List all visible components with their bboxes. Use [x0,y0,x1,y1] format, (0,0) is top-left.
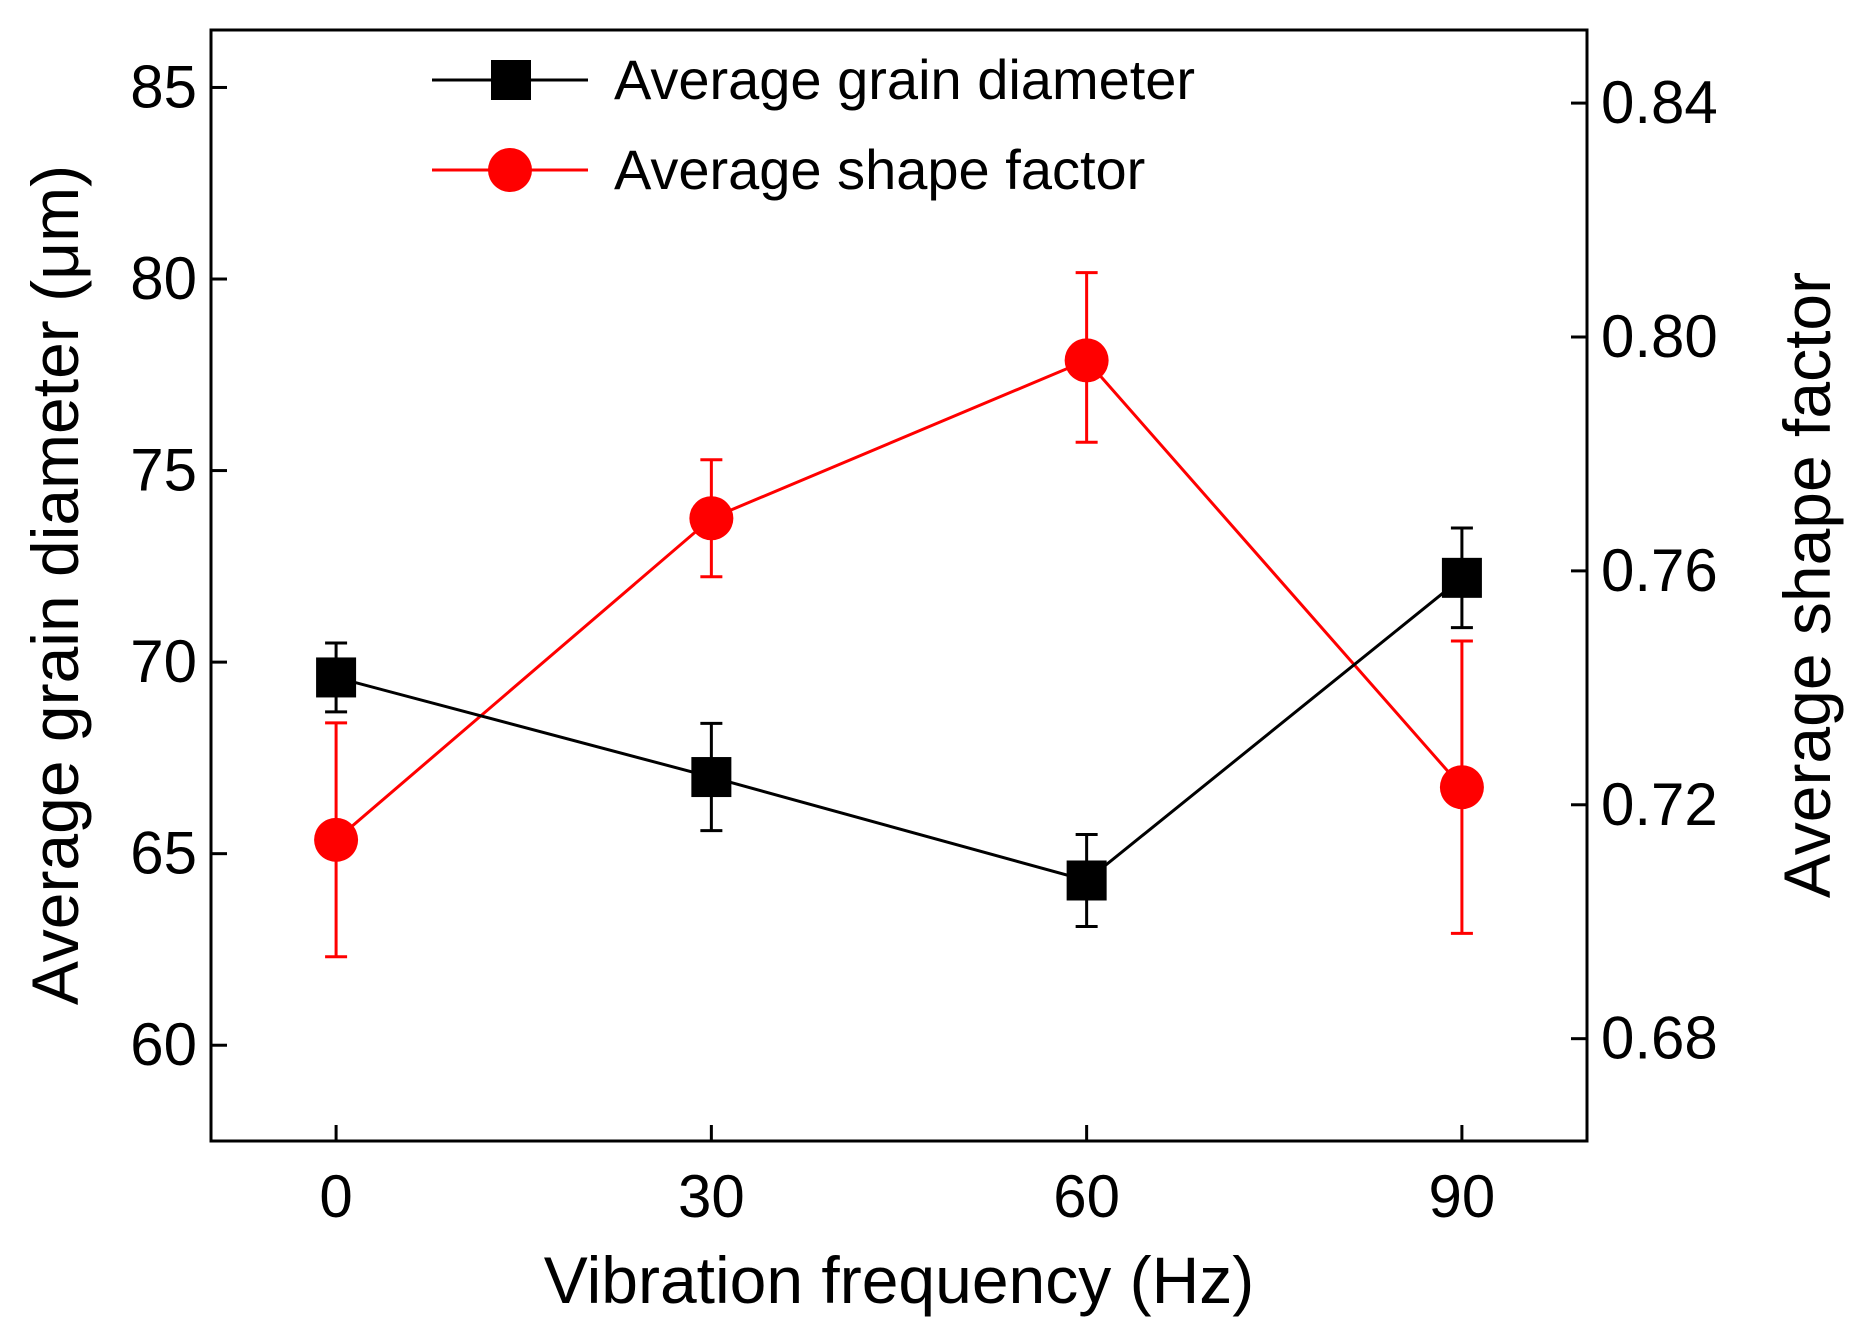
x-tick-label: 90 [1429,1163,1496,1230]
data-point-grain-diameter [691,757,732,798]
legend-marker-square [491,60,531,100]
left-y-tick-label: 80 [130,245,197,312]
x-tick-label: 30 [678,1163,745,1230]
data-point-shape-factor [314,817,359,862]
series-line-grain-diameter [335,576,1463,883]
data-point-grain-diameter [1066,860,1107,901]
axis-layer: 0 30 60 90 60 65 70 75 80 85 0.68 0.72 0.76 0.80 0.84 [130,53,1718,1230]
x-axis-title: Vibration frequency (Hz) [544,1243,1254,1317]
legend: Average grain diameter Average shape fac… [432,48,1195,201]
series-line-shape-factor [335,358,1464,841]
data-point-shape-factor [1439,765,1484,810]
plot-layer [314,271,1484,959]
data-point-grain-diameter [316,657,357,698]
data-point-grain-diameter [1441,557,1482,598]
legend-entry-shape-factor: Average shape factor [432,138,1145,201]
left-y-tick-label: 65 [130,820,197,887]
right-y-axis-title: Average shape factor [1770,272,1844,898]
data-point-shape-factor [1064,338,1109,383]
right-y-tick-label: 0.76 [1601,537,1718,604]
legend-marker-circle [488,148,532,192]
legend-entry-grain-diameter: Average grain diameter [432,48,1195,111]
series-grain-diameter [316,526,1482,928]
right-y-tick-label: 0.84 [1601,69,1718,136]
x-tick-label: 0 [319,1163,352,1230]
left-y-tick-label: 60 [130,1011,197,1078]
left-y-axis-title: Average grain diameter (μm) [18,165,92,1005]
right-y-tick-label: 0.80 [1601,303,1718,370]
left-y-tick-label: 70 [130,628,197,695]
legend-label-shape-factor: Average shape factor [614,138,1145,201]
data-point-shape-factor [689,496,734,541]
x-tick-label: 60 [1053,1163,1120,1230]
right-y-tick-label: 0.68 [1601,1005,1718,1072]
left-y-tick-label: 75 [130,437,197,504]
left-y-tick-label: 85 [130,53,197,120]
legend-label-grain-diameter: Average grain diameter [614,48,1195,111]
plot-frame [209,28,1589,1143]
right-y-tick-label: 0.72 [1601,771,1718,838]
series-shape-factor [314,271,1484,959]
